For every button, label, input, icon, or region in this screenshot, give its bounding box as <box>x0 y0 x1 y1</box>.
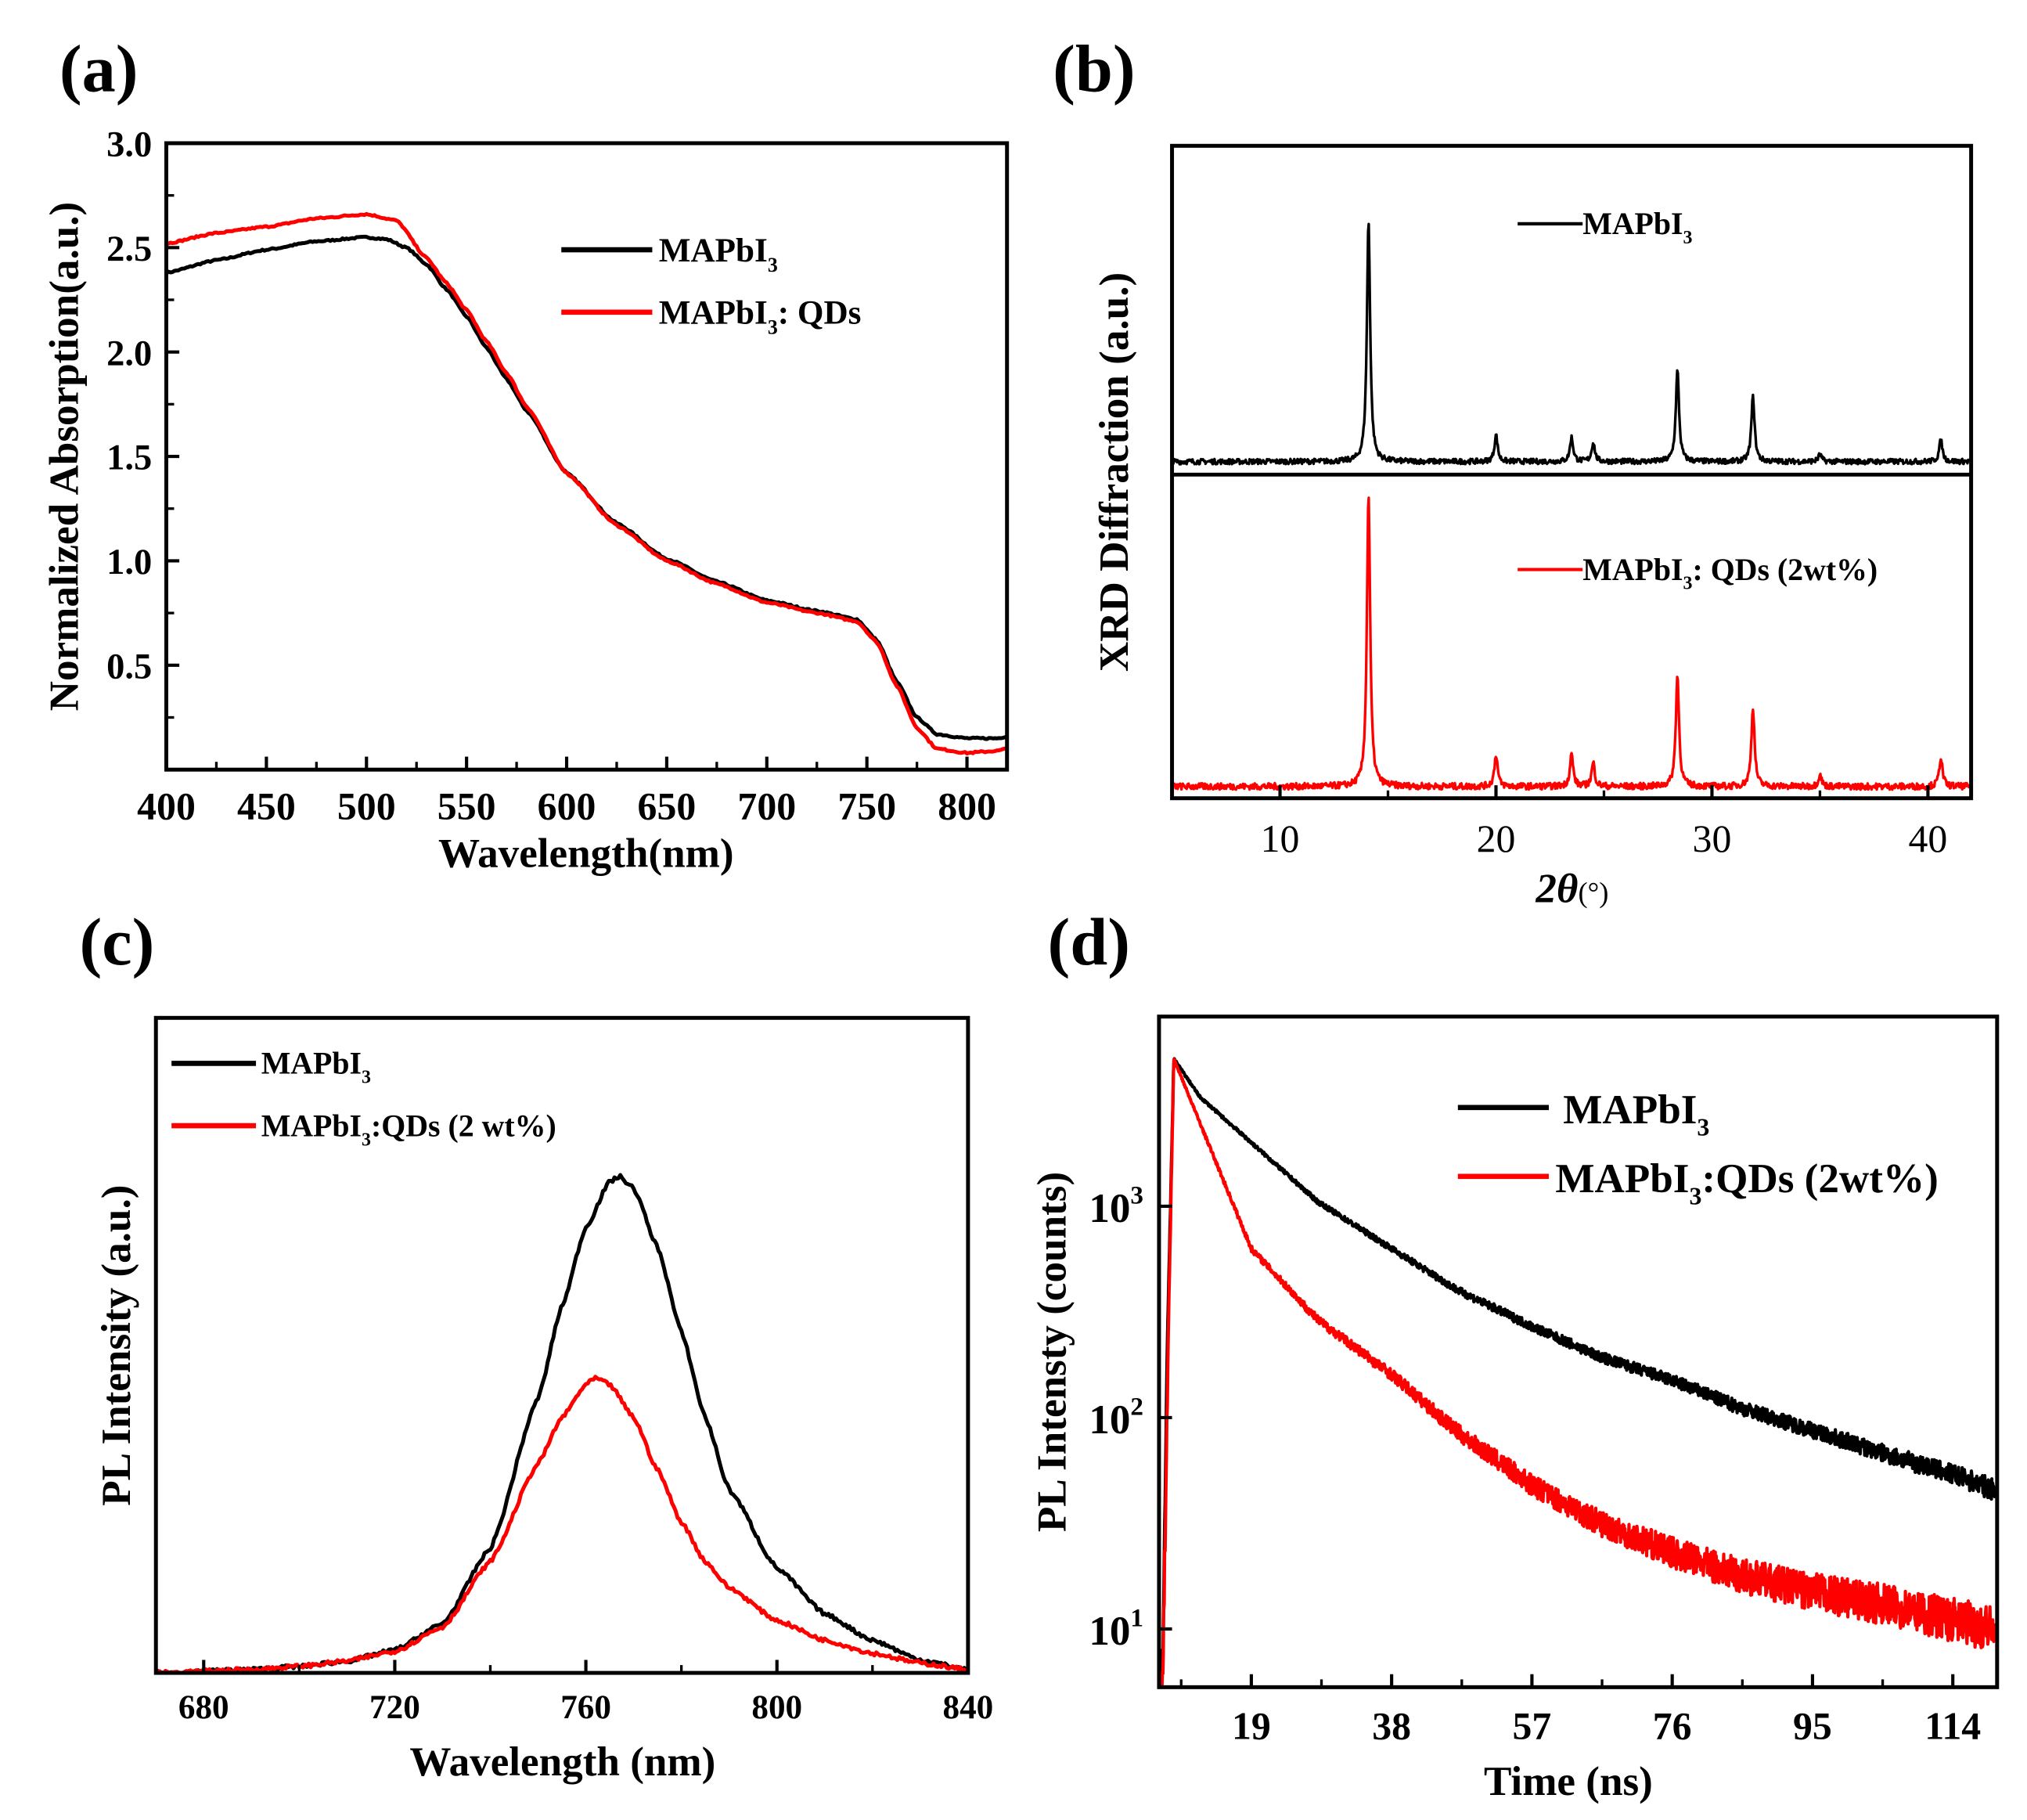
series-line-0 <box>154 1173 970 1675</box>
y-axis-title: Normalized Absorption(a.u.) <box>42 202 88 712</box>
y-tick-label: 102 <box>1089 1393 1143 1443</box>
x-tick-label: 10 <box>1261 817 1300 860</box>
panel-d: (d) 19 38 57 76 95 114 101 102 103 Time (ns) PL Int… <box>1029 904 2000 1804</box>
y-axis-title: PL Intensty (counts) <box>1029 1172 1075 1532</box>
panel-a: (a) 400 450 500 550 600 650 700 750 800 0.5 1.0 1.5 2… <box>42 31 1010 877</box>
y-tick-label: 3.0 <box>106 125 152 165</box>
x-tick-label: 800 <box>751 1689 802 1726</box>
y-tick-label: 101 <box>1089 1604 1143 1654</box>
y-tick-label: 1.5 <box>106 438 152 478</box>
x-tick-label: 95 <box>1793 1705 1832 1748</box>
x-tick-label: 700 <box>737 784 796 827</box>
x-tick-label: 20 <box>1477 817 1516 860</box>
x-tick-label: 680 <box>178 1689 229 1726</box>
panel-c: (c) 680 720 760 800 840 Wavelength (nm) PL Inte… <box>80 904 994 1785</box>
panel-label: (d) <box>1048 904 1131 979</box>
series-line-0 <box>1158 1057 1997 1689</box>
legend-label-1: MAPbI3:QDs (2wt%) <box>1555 1156 1938 1210</box>
y-axis-title: PL Intensity (a.u.) <box>94 1185 139 1506</box>
x-tick-label: 720 <box>369 1689 420 1726</box>
panel-label: (b) <box>1053 31 1136 106</box>
y-axis-title: XRD Diffraction (a.u.) <box>1092 272 1137 672</box>
panel-b: (b) 10 20 30 40 2θ(°) XRD Diffraction (a.u.) MA… <box>1053 31 1974 912</box>
x-tick-label: 400 <box>137 784 196 827</box>
x-tick-label: 40 <box>1909 817 1948 860</box>
x-tick-label: 114 <box>1924 1705 1981 1748</box>
legend-label-0: MAPbI3 <box>1563 1087 1709 1141</box>
legend-label-0: MAPbI3 <box>261 1046 371 1088</box>
x-tick-label: 19 <box>1232 1705 1271 1748</box>
x-tick-label: 650 <box>638 784 697 827</box>
x-tick-label: 38 <box>1372 1705 1411 1748</box>
x-axis-title: Wavelength(nm) <box>438 831 734 877</box>
x-axis-title: Time (ns) <box>1484 1759 1653 1804</box>
legend-label-1: MAPbI3:QDs (2 wt%) <box>261 1108 556 1150</box>
series-line-1 <box>156 1375 969 1675</box>
y-tick-label: 0.5 <box>106 647 152 687</box>
x-tick-label: 76 <box>1653 1705 1692 1748</box>
x-tick-label: 500 <box>337 784 396 827</box>
x-tick-label: 800 <box>938 784 996 827</box>
y-tick-label: 2.5 <box>106 229 152 269</box>
panel-label: (c) <box>80 904 155 979</box>
x-axis-title: Wavelength (nm) <box>409 1739 715 1785</box>
x-tick-label: 550 <box>437 784 496 827</box>
x-tick-label: 760 <box>560 1689 611 1726</box>
plot-frame <box>1170 143 1974 801</box>
legend-label-0: MAPbI3 <box>659 232 778 276</box>
plot-frame <box>153 1015 970 1675</box>
legend-label-1: MAPbI3: QDs (2wt%) <box>1582 552 1878 594</box>
plot-frame <box>1157 1015 2000 1689</box>
x-tick-label: 30 <box>1693 817 1732 860</box>
x-tick-label: 840 <box>943 1689 994 1726</box>
plot-frame <box>164 141 1010 772</box>
series-line-0 <box>1172 222 1971 466</box>
x-tick-label: 600 <box>538 784 596 827</box>
y-tick-label: 2.0 <box>106 333 152 373</box>
legend-label-0: MAPbI3 <box>1582 206 1692 248</box>
x-axis-title: 2θ(°) <box>1535 867 1608 912</box>
series-line-1 <box>166 211 1008 756</box>
panel-label: (a) <box>59 31 139 106</box>
series-line-1 <box>1172 496 1971 791</box>
y-tick-label: 1.0 <box>106 542 152 582</box>
y-tick-label: 103 <box>1089 1181 1143 1231</box>
x-tick-label: 57 <box>1513 1705 1552 1748</box>
series-line-1 <box>1158 1058 1997 1689</box>
x-tick-label: 450 <box>237 784 296 827</box>
x-tick-label: 750 <box>837 784 896 827</box>
legend-label-1: MAPbI3: QDs <box>659 295 862 339</box>
